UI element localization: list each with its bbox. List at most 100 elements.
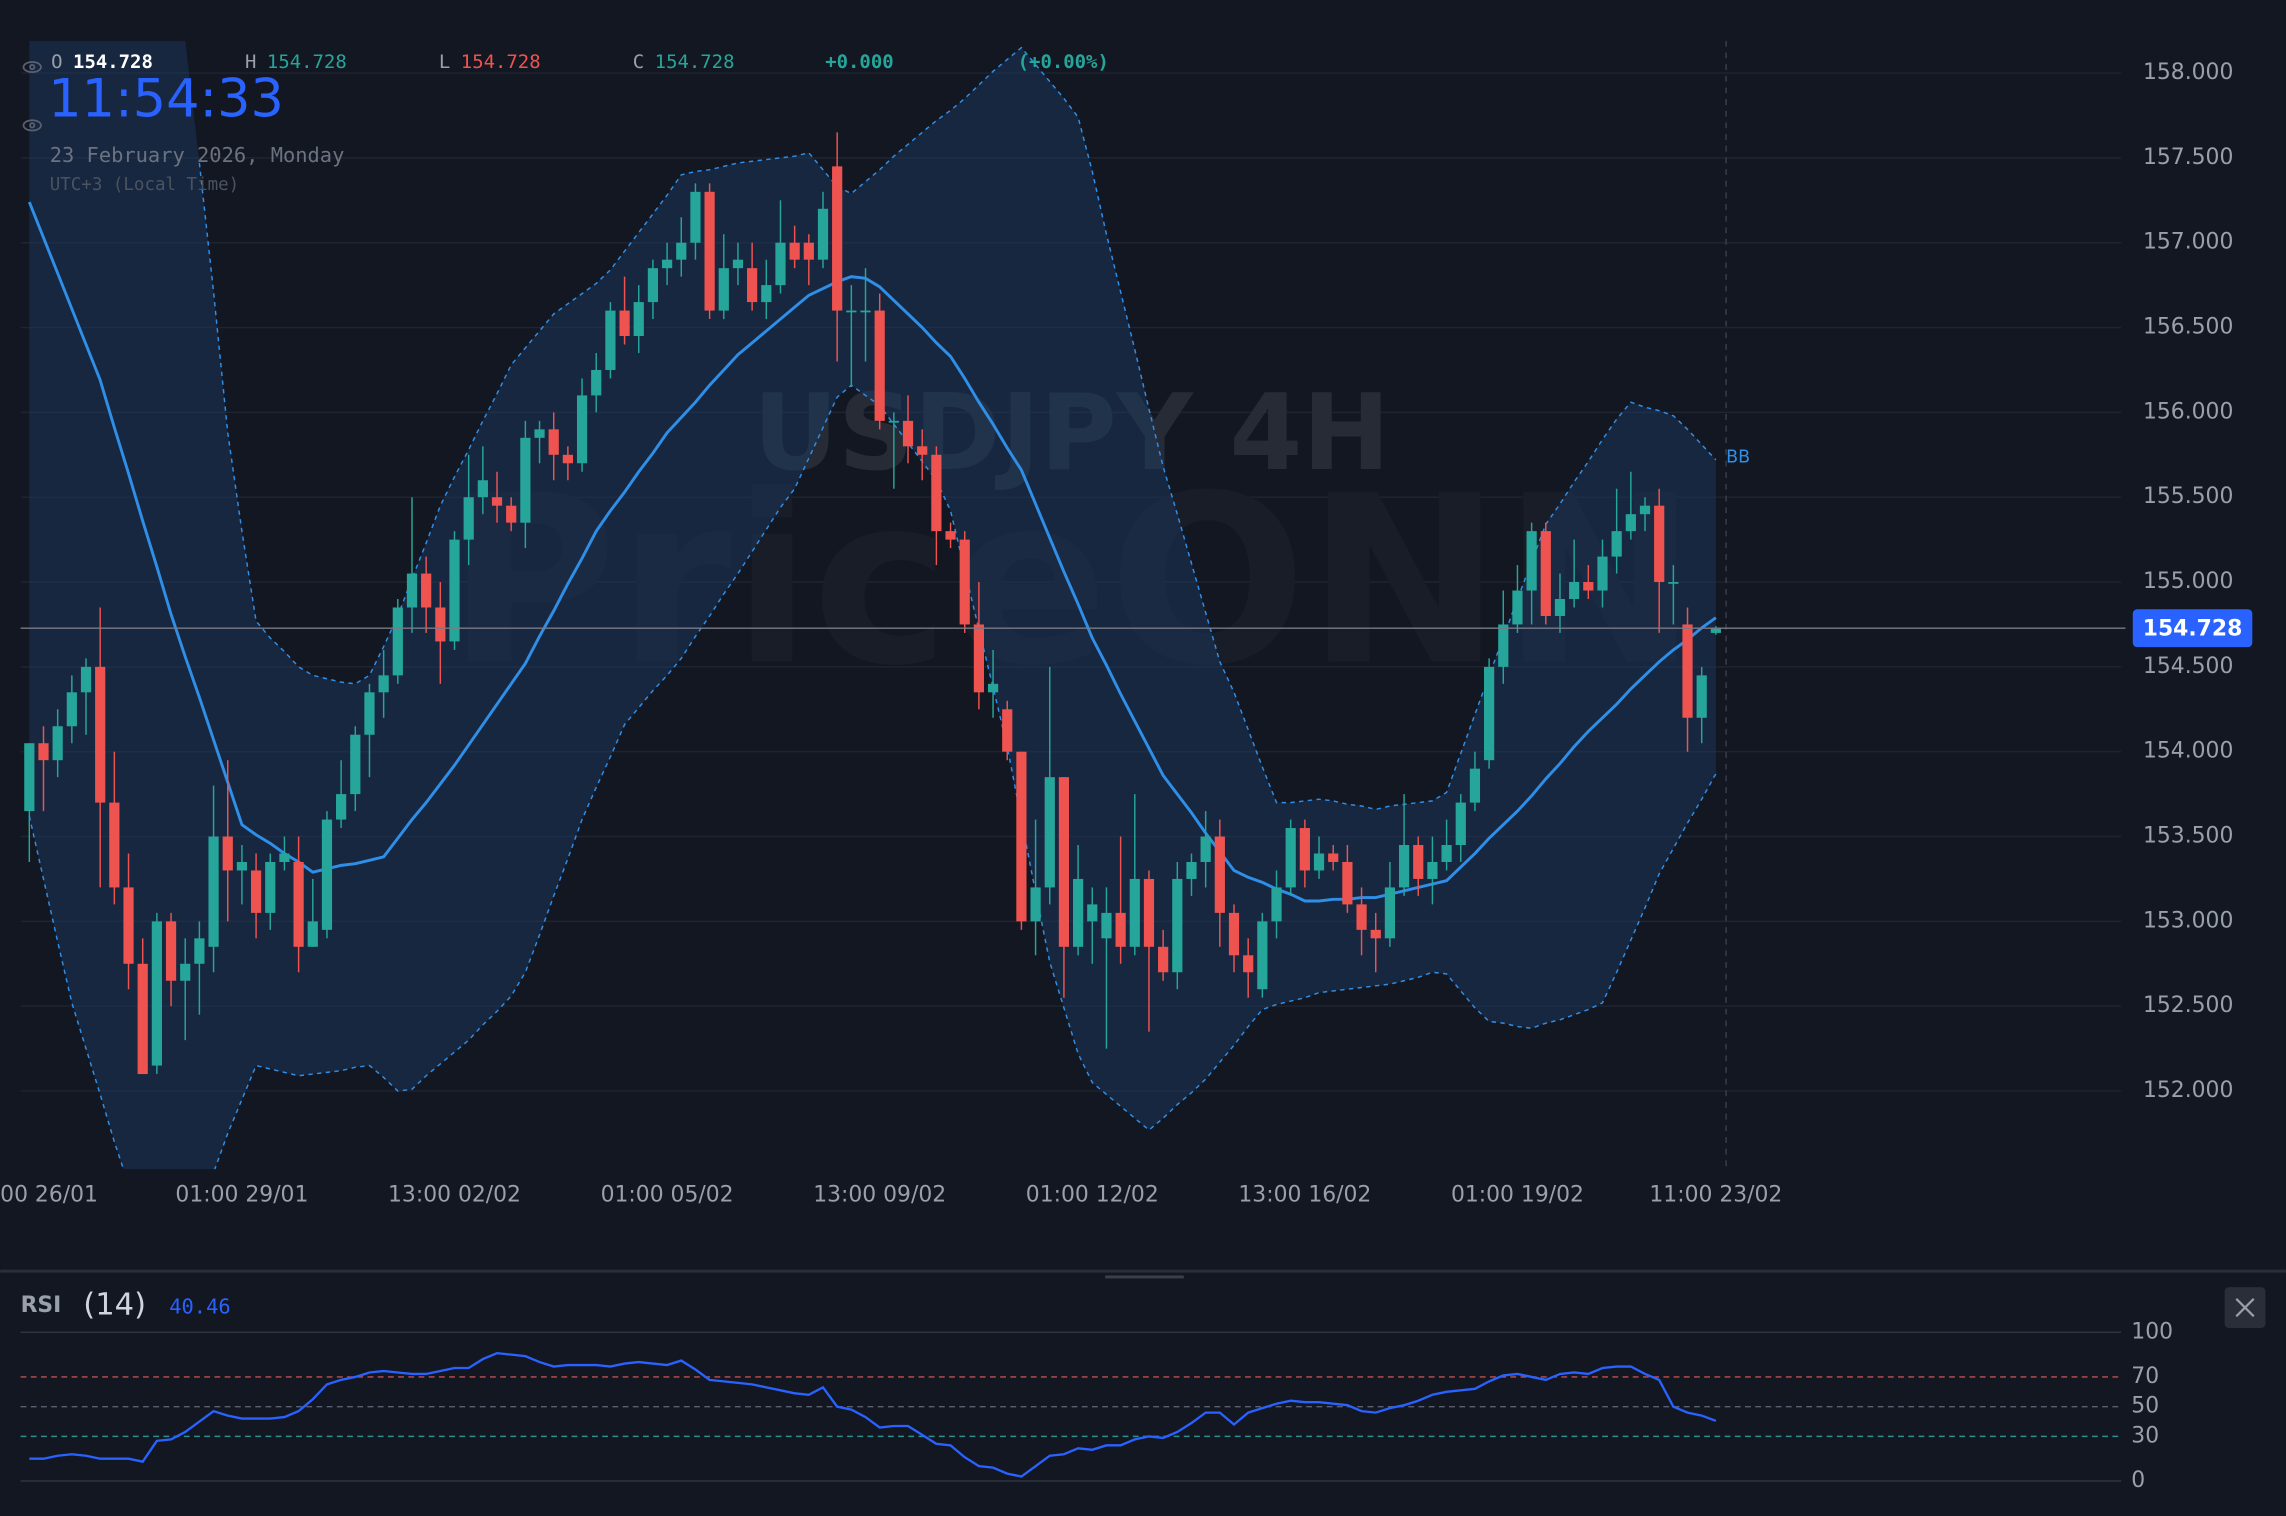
y-tick-label: 30 — [2131, 1423, 2159, 1448]
candle-body — [761, 285, 772, 303]
candle-body — [1427, 861, 1438, 879]
candle-body — [576, 395, 588, 464]
x-tick-label: 13:00 09/02 — [813, 1182, 946, 1207]
candle-body — [1696, 675, 1707, 718]
candle-body — [1285, 828, 1296, 888]
candle-body — [1115, 912, 1126, 947]
close-button[interactable] — [2224, 1287, 2266, 1328]
candle-body — [1073, 878, 1084, 947]
candle-body — [534, 429, 545, 438]
eye-icon[interactable] — [22, 61, 42, 132]
x-tick-label: 13:00 16/02 — [1238, 1182, 1371, 1207]
candle-body — [1356, 904, 1367, 930]
candle-body — [945, 531, 956, 540]
candle-body — [1611, 531, 1622, 557]
y-tick-label: 153.500 — [2143, 824, 2233, 849]
rsi-line — [29, 1351, 1717, 1478]
candle-body — [137, 963, 148, 1075]
rsi-period: (14) — [83, 1288, 146, 1323]
candle-body — [38, 743, 49, 761]
candle-body — [1243, 955, 1254, 973]
candle-body — [350, 734, 361, 795]
candle-body — [775, 242, 786, 286]
candle-body — [293, 861, 304, 947]
candle-body — [1313, 853, 1325, 871]
candle-body — [1299, 828, 1310, 871]
candle-body — [52, 726, 63, 761]
y-tick-label: 155.500 — [2143, 484, 2233, 509]
candle-body — [605, 310, 616, 370]
candle-body — [1654, 505, 1665, 583]
candle-body — [463, 497, 474, 540]
x-tick-label: 01:00 05/02 — [601, 1182, 734, 1207]
candle-body — [1228, 912, 1240, 956]
band-lower — [28, 384, 1717, 1170]
candle-body — [732, 259, 744, 269]
y-tick-label: 0 — [2131, 1468, 2145, 1493]
candle-body — [1398, 845, 1410, 888]
x-tick-label: 01:00 19/02 — [1451, 1182, 1584, 1207]
candle-body — [789, 242, 800, 260]
candle-body — [80, 666, 92, 693]
candle-body — [1540, 531, 1551, 616]
candle-body — [194, 938, 205, 964]
y-tick-label: 157.500 — [2143, 145, 2233, 170]
candle-body — [1554, 599, 1566, 616]
candle-body — [1342, 861, 1353, 905]
y-tick-label: 156.500 — [2143, 315, 2233, 340]
open-value: 154.728 — [73, 51, 153, 73]
candle-body — [803, 242, 814, 260]
candle-body — [165, 921, 177, 981]
band-middle — [27, 201, 1717, 903]
candle-body — [222, 836, 233, 871]
rsi-value: 40.46 — [169, 1295, 230, 1319]
clock: 11:54:33 — [48, 69, 284, 130]
candle-body — [66, 692, 77, 727]
candle-body — [392, 607, 403, 676]
change-percent: (+0.00%) — [1018, 51, 1109, 73]
candle-body — [747, 268, 758, 303]
candle-body — [336, 794, 347, 820]
overlay: 152.000 152.500 153.000 153.500 154.000 154.5… — [0, 60, 2253, 1207]
candle-body — [151, 921, 162, 1066]
candle-body — [661, 259, 673, 269]
x-tick-label: 00 26/01 — [0, 1182, 98, 1207]
watermark-symbol: USDJPY 4H — [753, 372, 1390, 494]
change: +0.000 — [825, 51, 893, 73]
candle-body — [633, 302, 644, 337]
candle-body — [1044, 777, 1055, 888]
candle-body — [959, 539, 970, 625]
candle-body — [1639, 505, 1651, 515]
candle-body — [676, 242, 687, 260]
candle-body — [1484, 666, 1495, 761]
candle-body — [1058, 777, 1070, 947]
candle-body — [1682, 624, 1693, 718]
close-label: C — [633, 51, 644, 73]
candle-body — [987, 683, 999, 693]
candle-body — [406, 573, 418, 608]
x-tick-label: 01:00 12/02 — [1026, 1182, 1159, 1207]
candle-body — [817, 208, 829, 260]
candle-body — [307, 921, 318, 947]
candle-body — [1498, 624, 1509, 667]
candle-body — [1625, 514, 1636, 532]
candle-body — [123, 887, 134, 964]
candle-body — [520, 437, 531, 523]
candle-body — [874, 310, 885, 421]
open-label: O — [51, 51, 62, 73]
date: 23 February 2026, Monday — [50, 143, 345, 167]
candle-body — [591, 369, 602, 396]
y-tick-label: 70 — [2131, 1364, 2159, 1389]
candle-body — [1030, 887, 1041, 922]
y-tick-label: 154.500 — [2143, 654, 2233, 679]
candle-body — [1569, 582, 1580, 600]
candle-body — [917, 446, 928, 455]
candle-body — [704, 191, 715, 311]
candle-body — [718, 268, 729, 311]
candle-body — [1158, 946, 1169, 973]
candle-body — [1129, 878, 1140, 947]
candle-body — [562, 454, 573, 464]
candle-body — [1257, 921, 1268, 990]
